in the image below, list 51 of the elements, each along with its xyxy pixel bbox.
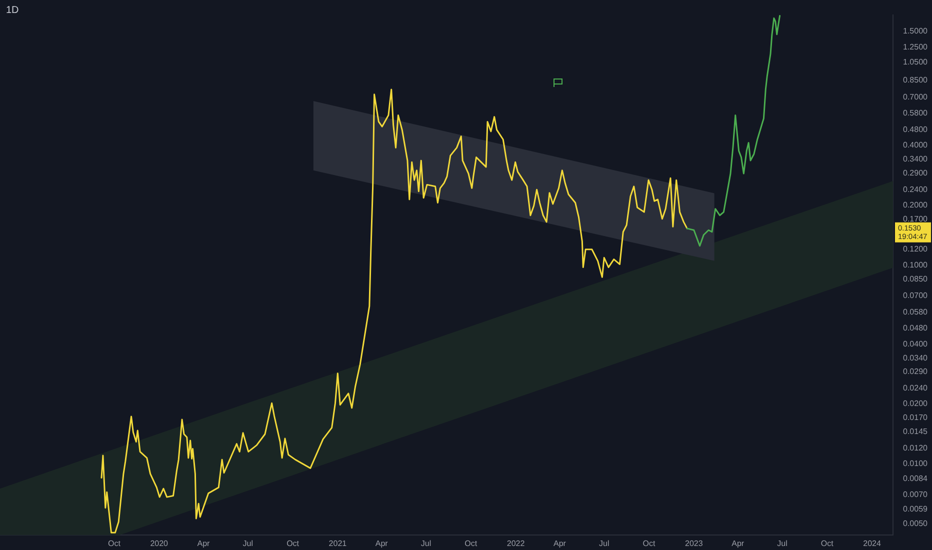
y-tick-label: 0.0059	[903, 504, 928, 514]
x-tick-label: Jul	[242, 539, 254, 548]
y-tick-label: 0.0580	[903, 307, 928, 316]
x-tick-label: 2024	[863, 539, 882, 548]
chart-title: 1D	[6, 4, 19, 16]
y-tick-label: 0.0340	[903, 353, 928, 362]
y-tick-label: 0.3400	[903, 154, 928, 164]
y-tick-label: 0.0084	[903, 474, 928, 484]
x-tick-label: Apr	[375, 539, 388, 548]
x-tick-label: Oct	[820, 539, 834, 548]
y-tick-label: 0.2400	[903, 184, 928, 194]
y-tick-label: 0.0200	[903, 399, 928, 408]
x-tick-label: 2020	[150, 539, 169, 548]
x-tick-label: Apr	[732, 539, 744, 548]
y-tick-label: 0.5800	[903, 108, 928, 118]
x-tick-label: 2021	[328, 539, 348, 548]
x-tick-label: 2023	[685, 539, 704, 548]
x-tick-label: Jul	[599, 539, 610, 548]
x-tick-label: Jul	[777, 539, 788, 548]
x-tick-label: Oct	[464, 539, 478, 548]
y-tick-label: 0.0700	[903, 291, 928, 300]
y-tick-label: 0.0240	[903, 383, 928, 392]
y-tick-label: 0.1700	[903, 214, 928, 224]
y-tick-label: 0.4000	[903, 140, 928, 150]
x-tick-label: 2022	[506, 539, 526, 548]
y-tick-label: 0.2000	[903, 200, 928, 210]
y-tick-label: 1.0500	[903, 57, 928, 66]
y-tick-label: 0.4800	[903, 124, 928, 134]
y-tick-label: 0.0290	[903, 367, 928, 376]
y-tick-label: 0.0050	[903, 518, 928, 528]
y-tick-label: 0.0850	[903, 274, 928, 284]
y-tick-label: 0.0480	[903, 324, 928, 333]
x-tick-label: Apr	[197, 539, 210, 548]
x-tick-label: Apr	[553, 539, 566, 548]
x-tick-label: Oct	[286, 539, 300, 548]
y-tick-label: 0.1000	[903, 260, 928, 270]
y-tick-label: 0.2900	[903, 168, 928, 178]
y-tick-label: 0.0100	[903, 458, 928, 468]
y-tick-label: 0.7000	[903, 92, 928, 102]
y-tick-label: 1.5000	[903, 26, 928, 36]
x-tick-label: Oct	[108, 539, 122, 548]
y-tick-label: 0.1200	[903, 244, 928, 254]
y-tick-label: 0.0145	[903, 426, 928, 436]
y-tick-label: 1.2500	[903, 42, 928, 52]
y-tick-label: 0.8500	[903, 76, 928, 85]
y-tick-label: 0.0070	[903, 490, 928, 499]
y-tick-label: 0.0170	[903, 413, 928, 422]
y-tick-label: 0.0400	[903, 339, 928, 348]
y-tick-label: 0.0120	[903, 443, 928, 452]
x-tick-label: Jul	[420, 539, 432, 548]
x-tick-label: Oct	[642, 539, 656, 548]
